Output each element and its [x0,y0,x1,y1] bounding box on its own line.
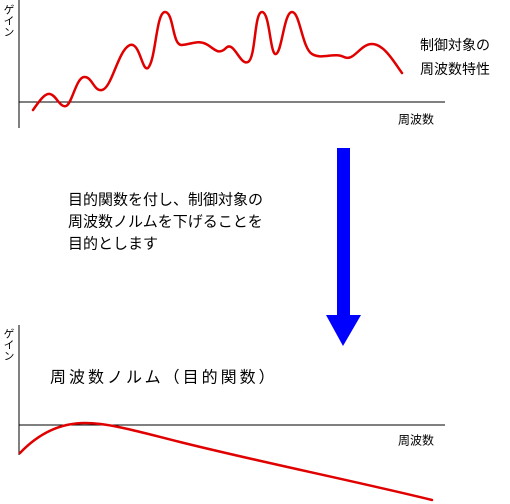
chart-label: 制御対象の [420,38,490,54]
y-axis-label: ゲイン [2,4,15,37]
x-axis-label: 周波数 [398,433,434,448]
top-chart: ゲイン 周波数 制御対象の 周波数特性 [2,0,490,128]
arrow-head [326,315,361,346]
down-arrow [326,148,361,346]
y-axis-label: ゲイン [2,328,15,361]
chart-title: 周波数ノルム（目的関数） [50,368,278,387]
x-axis-label: 周波数 [398,112,434,127]
description-line: 周波数ノルムを下げることを [68,213,263,231]
description-line: 目的とします [68,235,158,253]
description-line: 目的関数を付し、制御対象の [68,191,263,209]
chart-label: 周波数特性 [420,62,490,78]
norm-curve [18,421,434,502]
frequency-response-curve [31,10,404,112]
bottom-chart: ゲイン 周波数 周波数ノルム（目的関数） [2,325,445,502]
arrow-shaft [337,148,350,316]
